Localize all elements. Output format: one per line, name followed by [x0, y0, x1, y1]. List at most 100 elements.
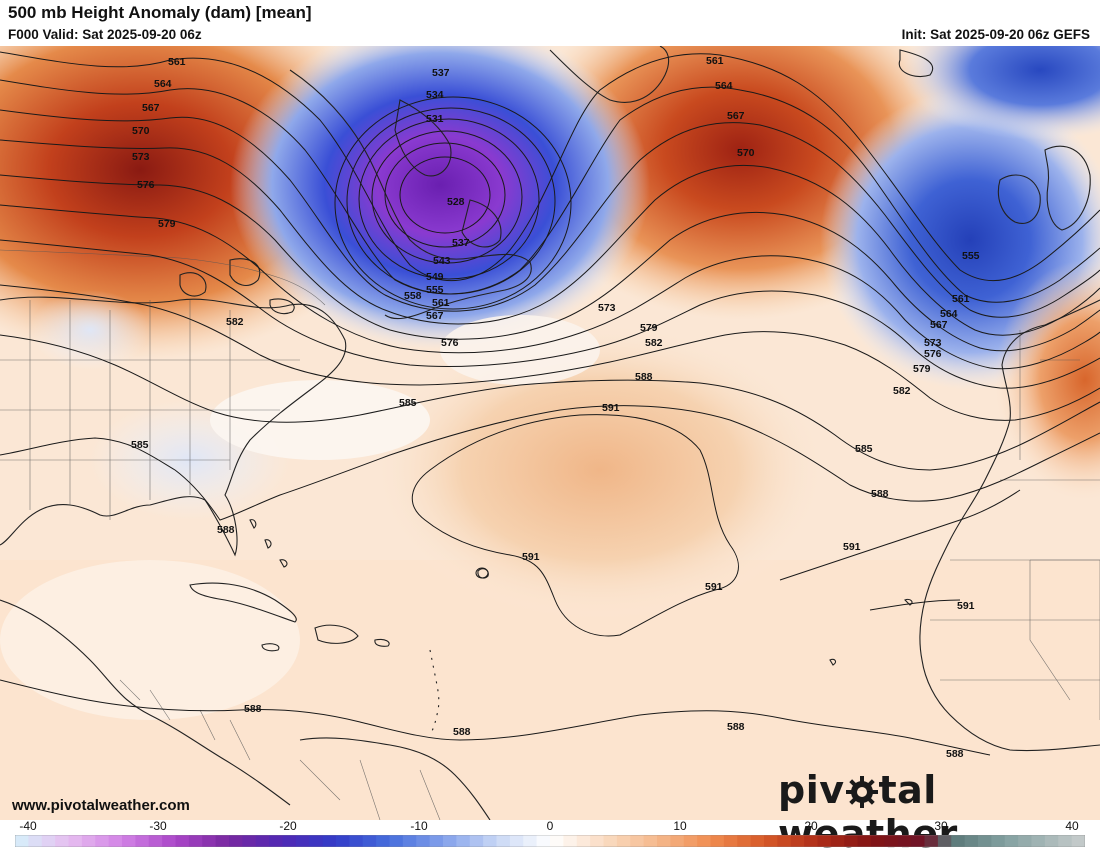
contour-label: 561: [952, 293, 970, 305]
colorbar-swatch: [563, 835, 578, 847]
colorbar-swatch: [215, 835, 230, 847]
colorbar-swatch: [402, 835, 417, 847]
colorbar-swatch: [723, 835, 738, 847]
colorbar-swatch: [790, 835, 805, 847]
contour-label: 570: [132, 125, 150, 137]
colorbar-swatch: [978, 835, 992, 847]
colorbar-tick: 30: [934, 819, 948, 833]
colorbar-swatch: [443, 835, 457, 847]
colorbar-swatch: [81, 835, 96, 847]
colorbar-swatch: [777, 835, 792, 847]
colorbar-swatch: [1004, 835, 1019, 847]
colorbar-swatch: [710, 835, 725, 847]
colorbar-swatch: [15, 835, 29, 847]
colorbar-swatch: [135, 835, 150, 847]
contour-label: 567: [930, 319, 948, 331]
contour-label: 537: [452, 237, 470, 249]
colorbar-swatch: [804, 835, 819, 847]
colorbar-swatch: [416, 835, 431, 847]
colorbar-tick: 10: [673, 819, 687, 833]
contour-label: 561: [706, 55, 724, 67]
colorbar-swatch: [590, 835, 605, 847]
contour-label: 558: [404, 290, 422, 302]
website-url: www.pivotalweather.com: [12, 797, 190, 814]
anomaly-map: 561 564 567 570 573 576 579 582 537 534 …: [0, 46, 1100, 820]
contour-label: 576: [137, 179, 155, 191]
contour-label: 588: [217, 524, 235, 536]
contour-label: 591: [522, 551, 540, 563]
init-time: Init: Sat 2025-09-20 06z GEFS: [901, 27, 1090, 42]
contour-label: 573: [924, 337, 942, 349]
contour-label: 591: [705, 581, 723, 593]
contour-label: 564: [715, 80, 733, 92]
height-contours: [0, 51, 1100, 756]
contour-label: 588: [453, 726, 471, 738]
colorbar-swatch: [28, 835, 43, 847]
contour-label: 561: [168, 56, 186, 68]
contour-labels: 561 564 567 570 573 576 579 582 537 534 …: [131, 55, 980, 760]
colorbar-tick: -40: [19, 819, 37, 833]
brand-logo: piv tal weather: [778, 768, 1100, 856]
colorbar-swatch: [122, 835, 136, 847]
colorbar-swatch: [509, 835, 524, 847]
colorbar-swatch: [255, 835, 270, 847]
contour-label: 591: [957, 600, 975, 612]
colorbar-tick: 40: [1065, 819, 1079, 833]
colorbar-swatch: [670, 835, 685, 847]
colorbar-swatch: [616, 835, 631, 847]
contour-label: 582: [226, 316, 244, 328]
colorbar-swatch: [550, 835, 564, 847]
colorbar-swatch: [202, 835, 217, 847]
colorbar-swatch: [536, 835, 551, 847]
contour-label: 588: [244, 703, 262, 715]
colorbar-swatch: [630, 835, 645, 847]
contour-label: 567: [426, 310, 444, 322]
contour-label: 573: [598, 302, 616, 314]
colorbar-swatch: [376, 835, 391, 847]
contour-label: 576: [441, 337, 459, 349]
colorbar-tick: -30: [149, 819, 167, 833]
contour-label: 564: [154, 78, 172, 90]
colorbar-swatch: [175, 835, 190, 847]
contour-label: 582: [645, 337, 663, 349]
colorbar-swatch: [750, 835, 765, 847]
newfoundland-trough-anomaly: [230, 46, 650, 350]
colorbar-swatch: [737, 835, 752, 847]
colorbar-swatch: [697, 835, 712, 847]
colorbar: [15, 835, 1085, 847]
colorbar-swatch: [269, 835, 284, 847]
colorbar-swatch: [41, 835, 56, 847]
contour-label: 579: [913, 363, 931, 375]
chart-title: 500 mb Height Anomaly (dam) [mean]: [8, 3, 312, 22]
colorbar-swatch: [148, 835, 163, 847]
contour-label: 570: [737, 147, 755, 159]
colorbar-swatch: [523, 835, 538, 847]
colorbar-swatch: [1044, 835, 1059, 847]
colorbar-swatch: [964, 835, 979, 847]
brand-text-right: tal weather: [778, 768, 958, 856]
colorbar-swatch: [188, 835, 203, 847]
colorbar-swatch: [68, 835, 83, 847]
colorbar-swatch: [295, 835, 310, 847]
contour-label: 576: [924, 348, 942, 360]
subtropical-ridge-anomaly: [370, 320, 830, 620]
contour-label: 543: [433, 255, 451, 267]
colorbar-swatch: [429, 835, 444, 847]
colorbar-swatch: [389, 835, 404, 847]
contour-label: 588: [871, 488, 889, 500]
contour-label: 585: [131, 439, 149, 451]
colorbar-swatch: [309, 835, 324, 847]
colorbar-swatch: [1018, 835, 1033, 847]
contour-label: 555: [426, 284, 444, 296]
midwest-anomaly: [30, 290, 150, 370]
colorbar-swatch: [643, 835, 658, 847]
colorbar-swatch: [657, 835, 671, 847]
colorbar-swatch: [1031, 835, 1046, 847]
colorbar-swatch: [1071, 835, 1085, 847]
contour-label: 534: [426, 89, 444, 101]
contour-label: 579: [158, 218, 176, 230]
colorbar-swatch: [483, 835, 498, 847]
brand-text-left: piv: [778, 768, 845, 812]
contour-label: 588: [635, 371, 653, 383]
contour-label: 588: [946, 748, 964, 760]
